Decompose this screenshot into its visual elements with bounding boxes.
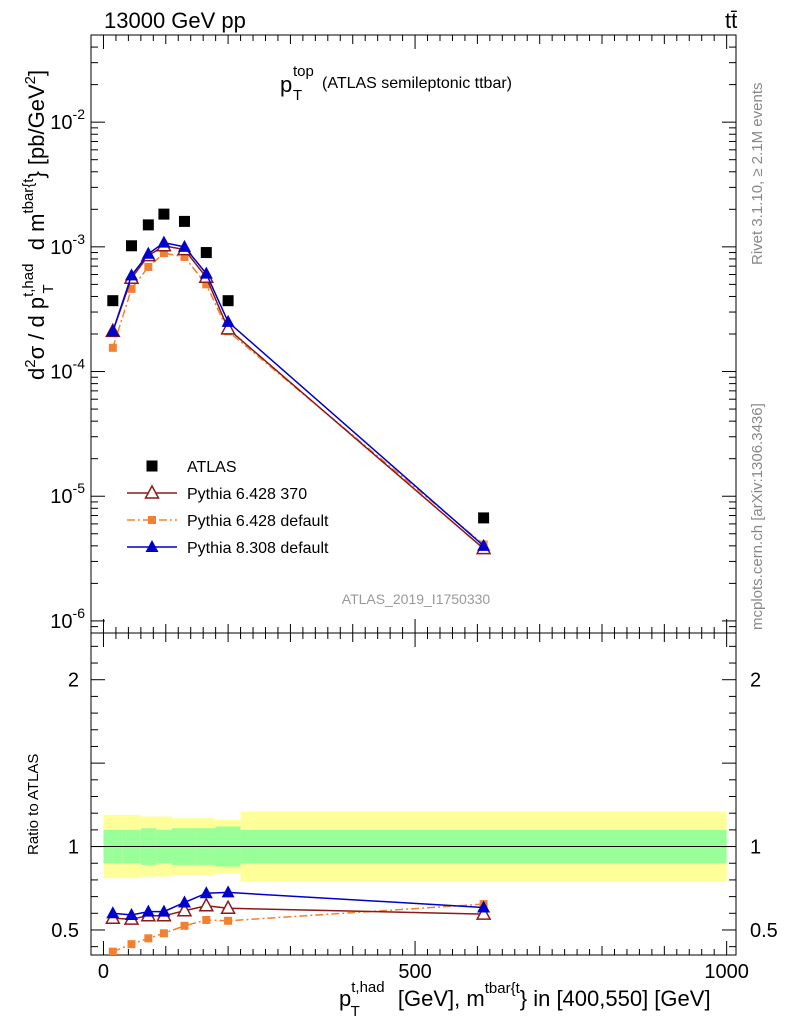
data-point xyxy=(220,320,236,335)
title-p: p xyxy=(280,72,292,97)
ratio-y-tick-label: 2 xyxy=(68,670,79,692)
data-point xyxy=(221,314,235,327)
data-point xyxy=(176,902,193,917)
ratio-y-tick-label-right: 1 xyxy=(750,837,761,859)
data-point xyxy=(106,906,120,919)
data-point xyxy=(141,246,155,259)
data-point xyxy=(127,940,136,949)
series-pythia-6-428-370 xyxy=(105,237,492,555)
data-point xyxy=(108,947,117,955)
legend-item: Pythia 6.428 370 xyxy=(127,484,307,503)
data-point xyxy=(202,915,211,924)
data-point xyxy=(177,895,191,908)
data-point xyxy=(107,295,119,307)
title-rest: (ATLAS semileptonic ttbar) xyxy=(322,75,512,92)
data-point xyxy=(159,929,168,938)
data-point xyxy=(198,897,215,912)
data-point xyxy=(475,905,492,920)
data-point xyxy=(144,934,153,943)
title-sup: top xyxy=(293,63,314,80)
legend-marker xyxy=(145,540,159,552)
ratio-y-tick-label-right: 2 xyxy=(750,670,761,692)
rivet-label: Rivet 3.1.10, ≥ 2.1M events xyxy=(749,83,766,266)
y-tick-label: 10-3 xyxy=(50,231,85,259)
legend-item: ATLAS xyxy=(146,459,237,476)
y-tick-label: 10-5 xyxy=(50,480,85,508)
data-point xyxy=(180,252,189,261)
series-line xyxy=(112,244,485,550)
data-point xyxy=(157,904,171,917)
x-tick-label: 500 xyxy=(398,961,431,983)
series-atlas xyxy=(107,208,490,524)
data-point xyxy=(178,215,190,227)
plot-title: p top T (ATLAS semileptonic ttbar) xyxy=(280,63,512,104)
legend-marker xyxy=(144,484,160,499)
ratio-y-tick-label: 0.5 xyxy=(51,920,79,942)
legend: ATLAS Pythia 6.428 370 Pythia 6.428 defaul… xyxy=(127,459,329,557)
legend-item: Pythia 6.428 default xyxy=(127,513,329,530)
data-point xyxy=(125,907,139,920)
data-point xyxy=(177,239,191,252)
data-point xyxy=(141,904,155,917)
data-point xyxy=(125,268,139,281)
energy-label: 13000 GeV pp xyxy=(104,8,246,33)
data-point xyxy=(180,921,189,930)
x-tick-label: 1000 xyxy=(704,961,749,983)
mcplots-label: mcplots.cern.ch [arXiv:1306.3436] xyxy=(749,403,766,630)
analysis-watermark: ATLAS_2019_I1750330 xyxy=(342,591,491,607)
data-point xyxy=(157,235,171,248)
y-tick-label: 10-6 xyxy=(50,605,85,633)
legend-item: Pythia 8.308 default xyxy=(127,540,329,557)
data-point xyxy=(477,538,491,551)
data-point xyxy=(106,324,120,337)
legend-marker xyxy=(148,516,156,524)
y-tick-label: 10-2 xyxy=(50,106,85,134)
legend-label: Pythia 8.308 default xyxy=(187,540,329,557)
ratio-frame xyxy=(90,632,737,956)
data-point xyxy=(199,266,213,279)
data-point xyxy=(159,249,168,258)
x-tick-label: 0 xyxy=(98,961,109,983)
svg-text:p: p xyxy=(280,72,292,97)
data-point xyxy=(202,280,211,289)
ratio-y-axis-label: Ratio to ATLAS xyxy=(25,754,42,855)
series-line xyxy=(112,903,484,953)
data-point xyxy=(142,219,154,231)
title-sub: T xyxy=(293,87,302,104)
series-line xyxy=(112,891,484,916)
data-point xyxy=(108,343,117,352)
series-pythia-8-308-default xyxy=(106,235,491,551)
legend-marker xyxy=(146,460,158,472)
data-point xyxy=(221,885,235,898)
data-point xyxy=(477,900,491,913)
data-point xyxy=(127,284,136,293)
data-point xyxy=(199,886,213,899)
data-point xyxy=(200,247,212,259)
series-line xyxy=(112,241,485,547)
legend-label: Pythia 6.428 370 xyxy=(187,486,307,503)
main-plot-panel: 10-6 10-5 10-4 10-3 10-2 xyxy=(50,34,737,634)
series-pythia-8-308-default xyxy=(106,885,491,920)
data-point xyxy=(478,512,490,524)
y-tick-label: 10-4 xyxy=(50,356,85,384)
data-point xyxy=(144,262,153,271)
legend-label: Pythia 6.428 default xyxy=(187,513,329,530)
data-point xyxy=(224,916,233,925)
ratio-y-tick-label: 1 xyxy=(68,837,79,859)
data-point xyxy=(126,240,138,252)
legend-label: ATLAS xyxy=(187,459,237,476)
x-axis-label: pt,had T [GeV], mtbar{t} in [400,550] [Ge… xyxy=(339,979,711,1020)
data-point xyxy=(222,295,234,307)
data-point xyxy=(158,208,170,220)
data-point xyxy=(220,899,236,915)
process-label: tt̄ xyxy=(725,8,737,33)
ratio-y-tick-label-right: 0.5 xyxy=(750,920,778,942)
